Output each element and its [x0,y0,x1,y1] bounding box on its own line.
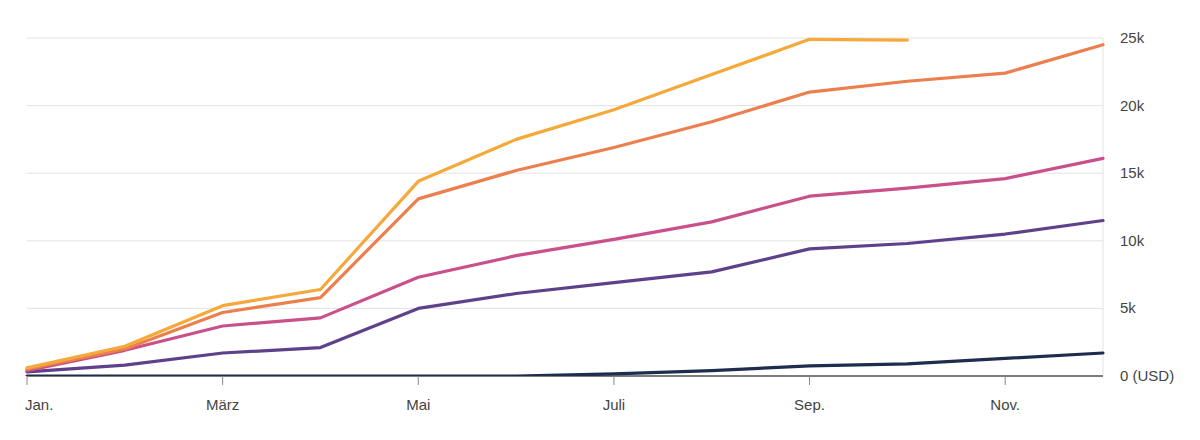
x-tick-label: Juli [603,396,626,413]
x-tick [1005,376,1006,385]
y-tick-label: 0 (USD) [1120,367,1174,384]
y-tick-label: 20k [1120,97,1145,114]
x-tick [613,376,614,385]
plot-area [27,39,1103,376]
y-tick-label: 15k [1120,164,1145,181]
y-tick-label: 25k [1120,29,1145,46]
x-tick-label: Nov. [990,396,1020,413]
chart: 0 (USD) 5k 10k 15k 20k 25k Jan. März Mai Juli Sep.… [0,0,1200,440]
grid-line [27,105,1103,106]
grid-line [27,38,1103,39]
series-line [27,221,1103,372]
series-line [27,39,907,368]
x-tick [809,376,810,385]
x-tick-label: Sep. [794,396,825,413]
grid-line [27,173,1103,174]
y-tick-label: 10k [1120,232,1145,249]
x-tick [27,376,28,385]
series-line [27,158,1103,370]
y-tick-label: 5k [1120,299,1136,316]
x-tick [418,376,419,385]
grid-line [27,308,1103,309]
y-axis-line [1103,38,1104,376]
x-tick [222,376,223,385]
x-tick-label: Mai [406,396,430,413]
x-tick-label: Jan. [25,396,53,413]
x-tick-label: März [206,396,239,413]
